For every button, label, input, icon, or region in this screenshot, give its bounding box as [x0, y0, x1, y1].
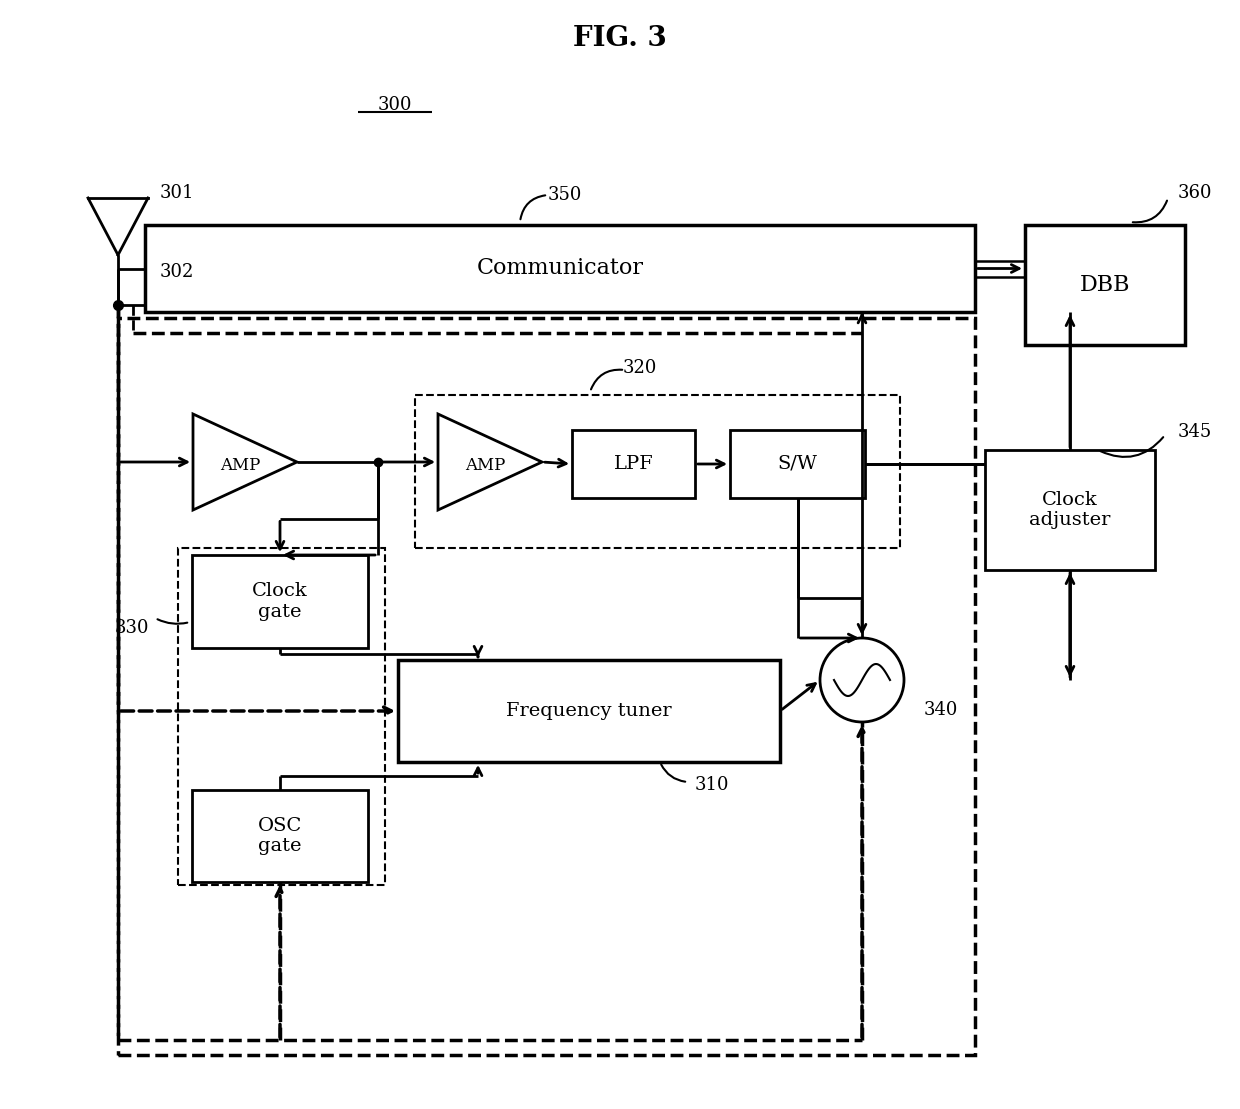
Text: Frequency tuner: Frequency tuner — [506, 702, 672, 720]
Bar — [985, 450, 1154, 570]
Bar — [118, 318, 975, 1055]
Polygon shape — [193, 414, 298, 510]
Bar — [730, 430, 866, 498]
Text: 310: 310 — [694, 776, 729, 794]
Text: Clock
gate: Clock gate — [252, 582, 308, 621]
Bar — [192, 790, 368, 882]
Text: LPF: LPF — [614, 455, 653, 474]
Text: 360: 360 — [1178, 184, 1213, 202]
Text: AMP: AMP — [465, 458, 505, 475]
Text: Communicator: Communicator — [476, 257, 644, 279]
Bar — [145, 225, 975, 312]
Text: 330: 330 — [115, 619, 150, 637]
Bar — [398, 660, 780, 762]
Text: 300: 300 — [378, 96, 412, 114]
Polygon shape — [438, 414, 542, 510]
Text: S/W: S/W — [777, 455, 817, 474]
Text: 302: 302 — [160, 263, 195, 281]
Bar — [192, 554, 368, 648]
Bar — [415, 395, 900, 548]
Text: DBB: DBB — [1080, 274, 1130, 296]
Circle shape — [820, 638, 904, 722]
Text: 345: 345 — [1178, 423, 1213, 441]
Text: 340: 340 — [924, 701, 959, 719]
Text: 301: 301 — [160, 184, 195, 202]
Bar — [179, 548, 384, 885]
Text: 320: 320 — [622, 359, 657, 377]
Text: FIG. 3: FIG. 3 — [573, 24, 667, 51]
Bar — [1025, 225, 1185, 345]
Bar — [572, 430, 694, 498]
Text: OSC
gate: OSC gate — [258, 816, 303, 855]
Text: AMP: AMP — [219, 458, 260, 475]
Text: Clock
adjuster: Clock adjuster — [1029, 490, 1111, 529]
Text: 350: 350 — [548, 186, 583, 204]
